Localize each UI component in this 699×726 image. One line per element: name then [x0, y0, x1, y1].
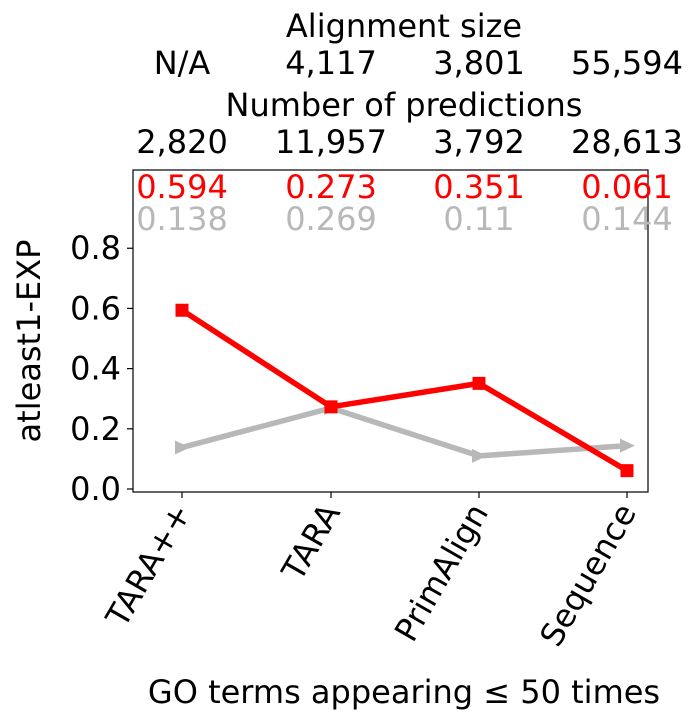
x-tick-label: Sequence — [532, 497, 644, 653]
alignment-size-value: N/A — [154, 44, 211, 82]
series-line — [181, 405, 628, 459]
data-label: 0.269 — [285, 200, 377, 238]
data-label: 0.594 — [136, 168, 228, 206]
series-line — [180, 307, 629, 474]
y-axis-label: atleast1-EXP — [10, 240, 48, 443]
data-label: 0.144 — [581, 200, 673, 238]
data-label: 0.273 — [285, 168, 377, 206]
data-point — [620, 464, 634, 478]
predictions-value: 3,792 — [433, 123, 525, 161]
data-point — [472, 448, 487, 463]
y-tick-label: 0.2 — [70, 410, 121, 448]
data-label: 0.11 — [443, 200, 514, 238]
data-label: 0.351 — [433, 168, 525, 206]
x-tick-label: PrimAlign — [387, 497, 496, 648]
alignment-size-value: 4,117 — [285, 44, 377, 82]
data-label: 0.138 — [136, 200, 228, 238]
predictions-value: 11,957 — [275, 123, 387, 161]
predictions-values: 2,820 11,957 3,792 28,613 — [136, 123, 683, 161]
data-point — [175, 440, 190, 455]
series-group — [175, 303, 635, 478]
plot-area — [132, 169, 649, 493]
x-axis: TARA++ TARA PrimAlign Sequence — [98, 492, 644, 653]
data-point — [175, 303, 189, 317]
data-point — [324, 400, 338, 414]
data-label: 0.061 — [581, 168, 673, 206]
x-tick-label: TARA — [274, 497, 348, 588]
value-labels: 0.594 0.273 0.351 0.061 0.138 0.269 0.11 0.144 — [136, 168, 673, 238]
alignment-size-values: N/A 4,117 3,801 55,594 — [154, 44, 683, 82]
alignment-size-title: Alignment size — [286, 7, 522, 45]
predictions-title: Number of predictions — [226, 86, 583, 124]
y-tick-label: 0.6 — [70, 289, 121, 327]
alignment-size-value: 55,594 — [571, 44, 683, 82]
predictions-value: 28,613 — [571, 123, 683, 161]
y-tick-label: 0.8 — [70, 229, 121, 267]
y-axis: 0.0 0.2 0.4 0.6 0.8 — [70, 229, 133, 508]
data-point — [620, 438, 635, 453]
predictions-value: 2,820 — [136, 123, 228, 161]
y-tick-label: 0.0 — [70, 470, 121, 508]
data-point — [472, 376, 486, 390]
x-tick-label: TARA++ — [98, 497, 199, 634]
y-tick-label: 0.4 — [70, 350, 121, 388]
x-axis-label: GO terms appearing ≤ 50 times — [148, 673, 660, 711]
alignment-size-value: 3,801 — [433, 44, 525, 82]
